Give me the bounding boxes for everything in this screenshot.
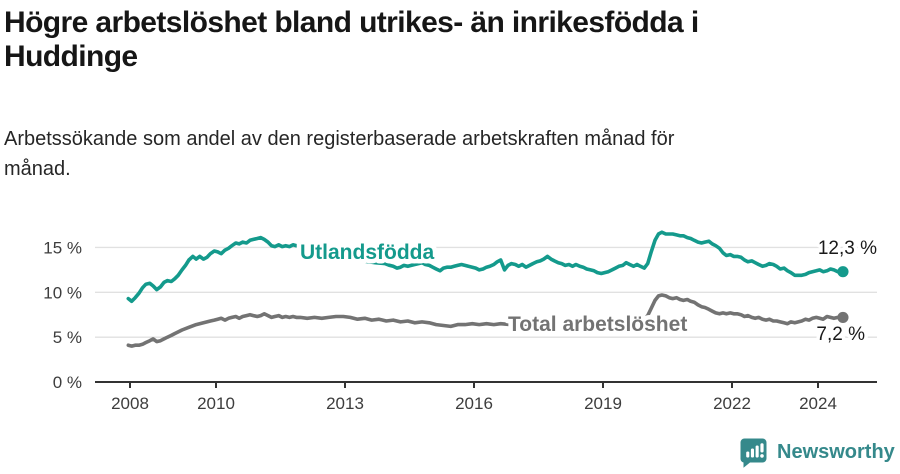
x-axis-tick-label: 2010: [197, 394, 235, 413]
series-end-dot: [837, 311, 849, 324]
series-end-value-label: 12,3 %: [818, 238, 877, 259]
y-axis-tick-label: 10 %: [43, 283, 82, 302]
brand-name: Newsworthy: [777, 441, 895, 463]
line-chart: 0 % 5 % 10 % 15 % 2008 2010 2013 2016 2019 2022 20…: [43, 230, 881, 413]
series-line-utlandsfodda: [126, 230, 845, 304]
series-end-dot: [837, 266, 849, 278]
x-axis-tick-label: 2022: [713, 394, 751, 413]
chart-subtitle: Arbetssökande som andel av den registerb…: [4, 124, 864, 184]
series-line-total-arbetsloshet: [126, 293, 845, 348]
title-line-2: Huddinge: [4, 40, 138, 73]
subtitle-line-1: Arbetssökande som andel av den registerb…: [4, 128, 675, 150]
bar-medium: [750, 448, 754, 458]
exclamation-dot: [760, 454, 764, 458]
newsworthy-speech-bubble-chart-icon: [740, 438, 767, 468]
x-axis-tick-label: 2013: [326, 394, 364, 413]
x-axis-tick-label: 2008: [111, 394, 149, 413]
exclamation-bar: [760, 443, 764, 453]
bar-tall: [755, 445, 759, 458]
title-line-1: Högre arbetslöshet bland utrikes- än inr…: [4, 6, 699, 39]
x-axis-tick-label: 2019: [584, 394, 622, 413]
y-axis-tick-label: 15 %: [43, 238, 82, 257]
series-label-total-arbetsloshet: Total arbetslöshet: [508, 313, 687, 336]
y-axis-tick-label: 0 %: [53, 373, 82, 392]
x-axis-tick-label: 2016: [455, 394, 493, 413]
x-axis-tick-label: 2024: [799, 394, 837, 413]
y-axis-tick-label: 5 %: [53, 328, 82, 347]
newsworthy-branding: Newsworthy: [739, 437, 895, 468]
series-end-value-label: 7,2 %: [816, 324, 865, 345]
page-title: Högre arbetslöshet bland utrikes- än inr…: [4, 6, 894, 74]
series-label-utlandsfodda: Utlandsfödda: [300, 241, 434, 264]
subtitle-line-2: månad.: [4, 158, 71, 180]
bar-small: [746, 451, 750, 458]
